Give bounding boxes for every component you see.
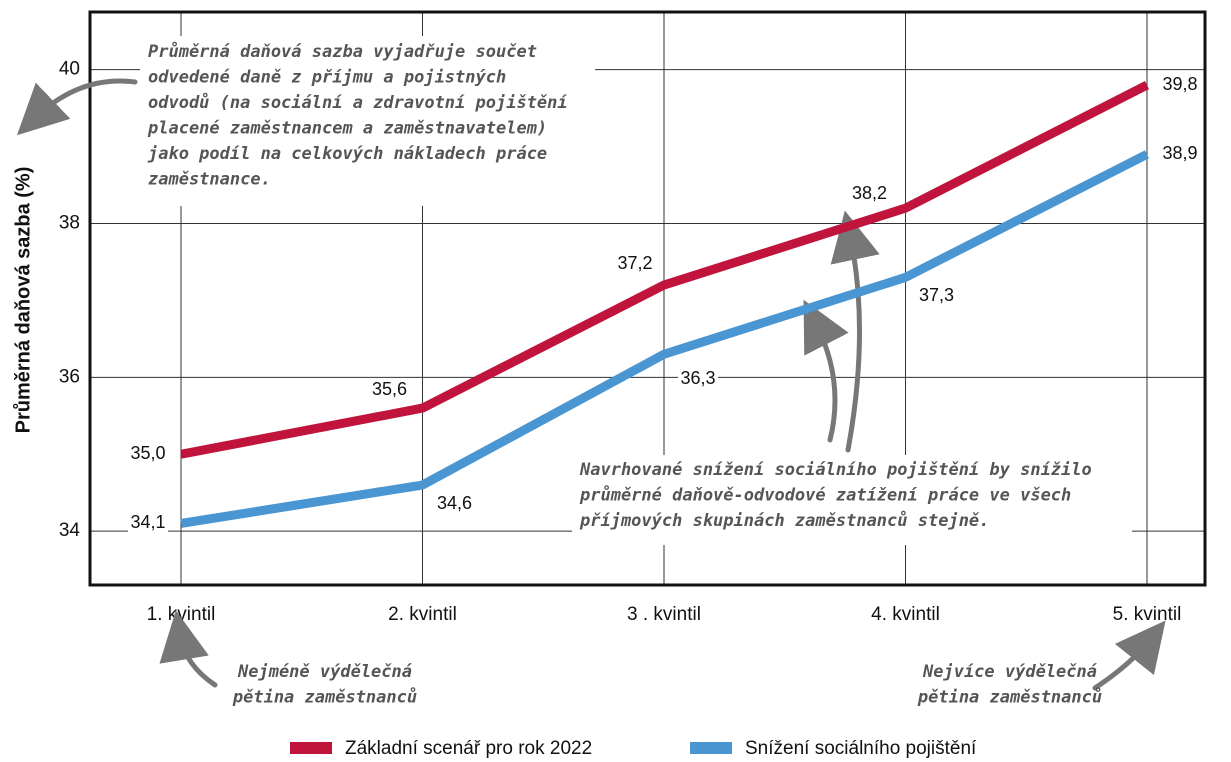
annotation-bg bbox=[140, 36, 595, 206]
label-bg bbox=[1160, 74, 1200, 97]
annotation: pětina zaměstnanců bbox=[232, 686, 417, 708]
annotation: zaměstnance. bbox=[148, 170, 271, 190]
data-label: 38,2 bbox=[852, 183, 887, 203]
label-bg bbox=[849, 183, 890, 206]
annotation: Nejméně výdělečná bbox=[237, 662, 413, 682]
label-bg bbox=[1160, 143, 1200, 166]
legend-label: Snížení sociálního pojištění bbox=[745, 738, 977, 759]
data-label: 38,9 bbox=[1162, 143, 1197, 163]
arrows bbox=[16, 78, 1166, 691]
legend-label: Základní scenář pro rok 2022 bbox=[345, 738, 592, 759]
x-tick-label: 4. kvintil bbox=[871, 604, 940, 625]
legend-swatch bbox=[690, 742, 732, 754]
annotation: odvedené daně z příjmu a pojistných bbox=[148, 68, 506, 88]
data-label: 37,3 bbox=[919, 285, 954, 305]
label-bg bbox=[615, 253, 655, 276]
label-bg bbox=[128, 512, 168, 535]
annotation: odvodů (na sociální a zdravotní pojištěn… bbox=[148, 91, 568, 113]
x-tick-label: 5. kvintil bbox=[1113, 604, 1182, 625]
label-bg bbox=[128, 443, 168, 466]
label-bg bbox=[434, 493, 475, 516]
annotation: Nejvíce výdělečná bbox=[922, 662, 1098, 682]
label-bg bbox=[678, 368, 718, 391]
label-bg bbox=[916, 285, 957, 308]
x-tick-label: 2. kvintil bbox=[388, 604, 457, 625]
annotation: placené zaměstnancem a zaměstnavatelem) bbox=[147, 119, 547, 139]
y-tick-label: 34 bbox=[59, 520, 81, 541]
annotation: pětina zaměstnanců bbox=[917, 686, 1102, 708]
data-label: 39,8 bbox=[1162, 74, 1197, 94]
y-tick-label: 40 bbox=[59, 59, 80, 80]
data-label: 35,6 bbox=[372, 379, 407, 399]
annotation: průměrné daňově-odvodové zatížení práce … bbox=[579, 484, 1071, 506]
y-tick-label: 38 bbox=[59, 213, 80, 234]
x-tick-label: 1. kvintil bbox=[147, 604, 216, 625]
data-label: 34,1 bbox=[130, 512, 165, 532]
data-label: 36,3 bbox=[680, 368, 715, 388]
y-axis-label: Průměrná daňová sazba (%) bbox=[12, 167, 34, 434]
series-line bbox=[180, 150, 1150, 528]
legend-swatch bbox=[290, 742, 332, 754]
annotation: Průměrná daňová sazba vyjadřuje součet bbox=[148, 40, 537, 62]
label-bg bbox=[369, 379, 410, 402]
y-tick-label: 36 bbox=[59, 366, 80, 387]
annotation: jako podíl na celkových nákladech práce bbox=[147, 144, 547, 164]
plot-frame bbox=[88, 10, 1207, 587]
annotation: příjmových skupinách zaměstnanců stejně. bbox=[579, 509, 989, 531]
series-line bbox=[180, 81, 1150, 459]
data-label: 35,0 bbox=[130, 443, 165, 463]
data-label: 37,2 bbox=[617, 253, 652, 273]
annotation-bg bbox=[572, 455, 1132, 545]
x-tick-label: 3 . kvintil bbox=[627, 604, 701, 625]
annotation: Navrhované snížení sociálního pojištění … bbox=[579, 460, 1092, 480]
data-label: 34,6 bbox=[437, 493, 472, 513]
